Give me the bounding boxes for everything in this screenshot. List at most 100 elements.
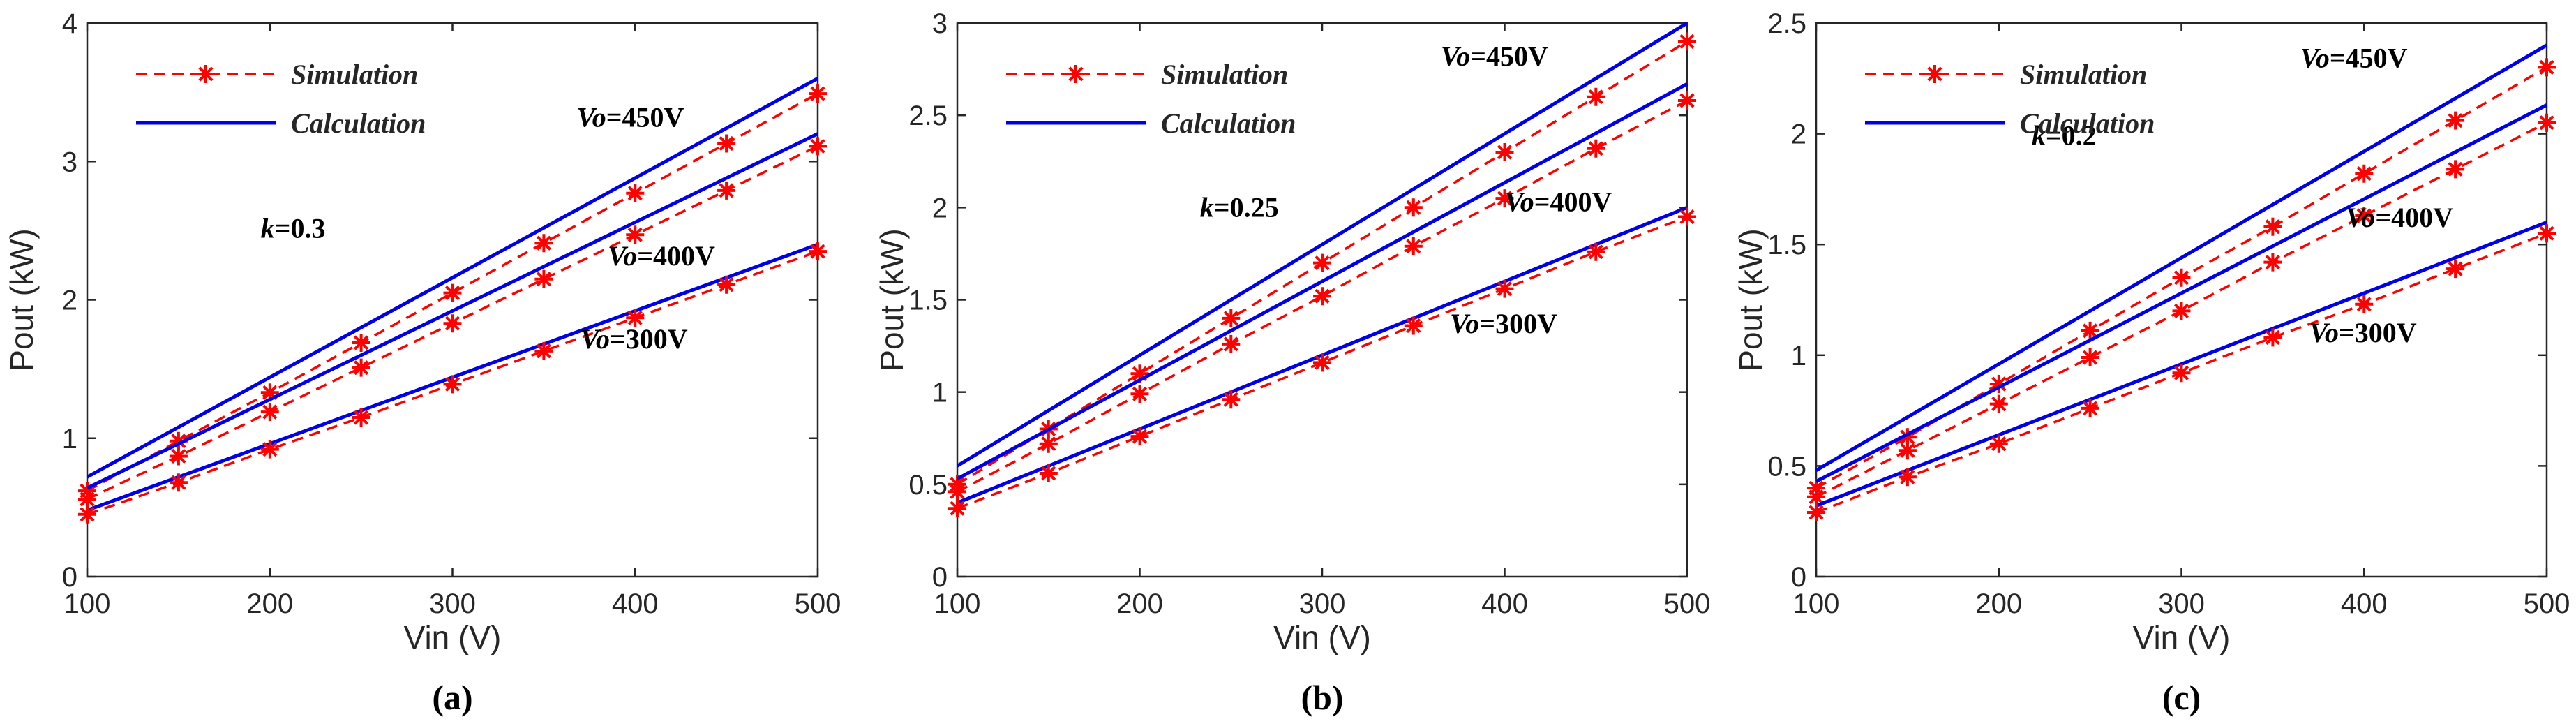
- y-tick-label: 0: [62, 562, 77, 593]
- x-tick-label: 200: [1116, 588, 1163, 619]
- x-axis-label: Vin (V): [1273, 619, 1371, 655]
- x-tick-label: 500: [1664, 588, 1711, 619]
- simulation-marker: [1130, 364, 1149, 383]
- panel-label: (c): [2162, 678, 2201, 717]
- simulation-marker: [1807, 487, 1825, 506]
- simulation-marker: [809, 242, 827, 261]
- legend-calculation-label: Calculation: [2020, 108, 2155, 139]
- series-label: Vo=300V: [2309, 317, 2417, 348]
- panel-c: 100 200 300 400 500 0 0.5 1 1.5 2 2.5 Vin (V) Pout (…: [1732, 8, 2570, 717]
- simulation-marker: [1130, 385, 1149, 403]
- simulation-marker: [2172, 364, 2191, 383]
- legend: Simulation Calculation: [1865, 59, 2155, 139]
- simulation-marker: [1989, 434, 2008, 453]
- legend-simulation-label: Simulation: [2020, 59, 2147, 90]
- simulation-marker: [1222, 334, 1241, 353]
- y-tick-label: 1.5: [908, 286, 948, 316]
- series-label: Vo=450V: [576, 102, 684, 133]
- series-vo-400v: Vo=400V: [1807, 103, 2556, 506]
- y-axis-label: Pout (kW): [1732, 228, 1769, 371]
- y-tick-label: 2: [1791, 119, 1806, 150]
- series-label: Vo=450V: [1441, 40, 1548, 72]
- legend-calculation-label: Calculation: [1161, 108, 1296, 139]
- simulation-marker: [1989, 375, 2008, 393]
- simulation-marker: [1587, 242, 1605, 261]
- simulation-marker: [1989, 394, 2008, 413]
- y-tick-label: 3: [932, 8, 948, 39]
- simulation-marker: [2081, 399, 2099, 417]
- calculation-line: [956, 82, 1688, 481]
- simulation-marker: [2446, 260, 2465, 279]
- series-vo-300v: Vo=300V: [948, 206, 1696, 518]
- x-tick-label: 300: [429, 588, 476, 619]
- legend-simulation-marker: [1926, 65, 1944, 83]
- k-parameter-label: k=0.3: [261, 212, 326, 244]
- y-tick-label: 0: [1791, 562, 1806, 593]
- simulation-marker: [443, 314, 462, 333]
- simulation-marker: [717, 134, 736, 153]
- simulation-marker: [809, 84, 827, 103]
- series-vo-300v: Vo=300V: [78, 242, 827, 524]
- simulation-marker: [260, 440, 279, 459]
- simulation-marker: [626, 184, 645, 202]
- y-tick-label: 1: [932, 378, 948, 408]
- simulation-marker: [1222, 309, 1241, 327]
- simulation-marker: [2355, 295, 2374, 313]
- panel-label: (a): [432, 678, 472, 717]
- x-tick-label: 300: [1299, 588, 1346, 619]
- simulation-line: [957, 215, 1688, 510]
- simulation-marker: [2446, 111, 2465, 130]
- simulation-marker: [260, 383, 279, 402]
- y-tick-label: 1: [62, 424, 77, 454]
- x-tick-label: 100: [1793, 588, 1840, 619]
- x-tick-label: 500: [2524, 588, 2570, 619]
- legend-simulation-label: Simulation: [1161, 59, 1288, 90]
- legend-simulation-marker: [1067, 65, 1085, 83]
- calculation-line: [1815, 103, 2548, 483]
- simulation-marker: [1039, 434, 1058, 453]
- simulation-marker: [1313, 353, 1331, 372]
- legend: Simulation Calculation: [136, 59, 426, 139]
- simulation-marker: [1678, 32, 1696, 51]
- simulation-marker: [534, 341, 553, 360]
- simulation-line: [957, 99, 1688, 493]
- legend-simulation-label: Simulation: [291, 59, 418, 90]
- simulation-marker: [1898, 468, 1917, 487]
- simulation-marker: [717, 275, 736, 294]
- k-parameter-label: k=0.2: [2032, 119, 2097, 151]
- simulation-marker: [2446, 160, 2465, 179]
- simulation-marker: [809, 137, 827, 156]
- simulation-marker: [1678, 207, 1696, 226]
- y-tick-label: 4: [62, 8, 77, 39]
- series-vo-400v: Vo=400V: [78, 132, 827, 508]
- x-axis-label: Vin (V): [404, 619, 502, 655]
- simulation-marker: [2172, 302, 2191, 320]
- simulation-marker: [717, 181, 736, 200]
- simulation-marker: [352, 334, 370, 352]
- simulation-marker: [1587, 87, 1605, 106]
- series-vo-400v: Vo=400V: [948, 82, 1696, 501]
- series-label: Vo=400V: [608, 240, 715, 272]
- series-label: Vo=400V: [1505, 186, 1612, 218]
- simulation-marker: [1495, 279, 1514, 298]
- x-tick-label: 100: [64, 588, 111, 619]
- simulation-marker: [169, 447, 188, 466]
- x-tick-label: 500: [795, 588, 841, 619]
- y-tick-label: 2: [62, 286, 77, 316]
- y-axis-label: Pout (kW): [874, 228, 910, 371]
- simulation-marker: [1898, 428, 1917, 447]
- simulation-marker: [2355, 164, 2374, 183]
- simulation-marker: [2355, 207, 2374, 225]
- simulation-marker: [2263, 217, 2282, 236]
- x-axis-label: Vin (V): [2133, 619, 2231, 655]
- y-tick-label: 3: [62, 147, 77, 177]
- legend-simulation-marker: [197, 65, 215, 83]
- simulation-marker: [1404, 237, 1423, 255]
- simulation-marker: [1313, 287, 1331, 306]
- y-tick-label: 2: [932, 193, 948, 223]
- series-label: Vo=400V: [2346, 202, 2453, 233]
- simulation-marker: [1130, 427, 1149, 446]
- y-axis-label: Pout (kW): [3, 228, 40, 371]
- k-parameter-label: k=0.25: [1200, 192, 1279, 223]
- simulation-marker: [78, 505, 96, 524]
